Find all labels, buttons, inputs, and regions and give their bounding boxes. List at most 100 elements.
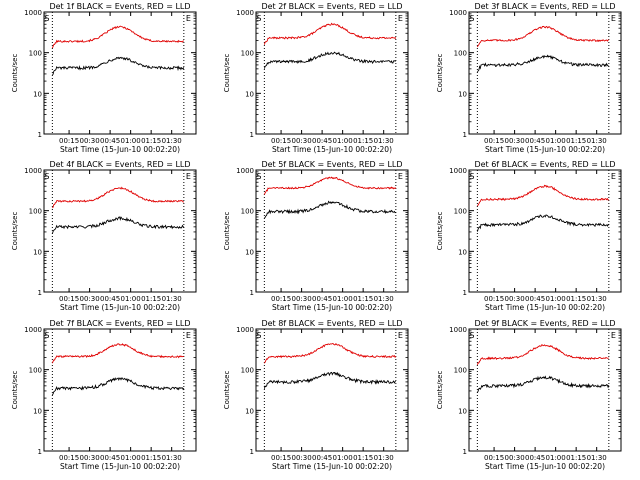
lld-series-line	[476, 344, 609, 366]
lld-series-line	[263, 22, 397, 45]
y-axis-label: Counts/sec	[223, 54, 231, 93]
start-marker-label: S	[44, 331, 49, 340]
panel-title: Det 2f BLACK = Events, RED = LLD	[261, 2, 402, 11]
x-tick-label: 00:30	[292, 137, 312, 145]
panel-title: Det 7f BLACK = Events, RED = LLD	[49, 319, 190, 328]
x-tick-label: 00:30	[505, 137, 525, 145]
lld-series-line	[476, 25, 610, 48]
y-axis-label: Counts/sec	[436, 54, 444, 93]
x-axis-label: Start Time (15-Jun-10 00:02:20)	[60, 462, 180, 471]
x-tick-label: 01:15	[141, 454, 161, 462]
x-tick-label: 01:30	[587, 295, 607, 303]
x-tick-label: 01:15	[566, 454, 586, 462]
x-tick-label: 00:30	[505, 295, 525, 303]
detector-panel: Det 3f BLACK = Events, RED = LLD 1 10 100 10…	[436, 2, 622, 154]
end-marker-label: E	[186, 14, 191, 23]
x-tick-label: 00:30	[80, 137, 100, 145]
x-tick-label: 01:15	[566, 137, 586, 145]
events-series-line	[263, 51, 397, 69]
end-marker-label: E	[398, 331, 403, 340]
start-marker-label: S	[256, 172, 261, 181]
end-marker-label: E	[611, 172, 616, 181]
y-tick-label: 1000	[24, 167, 42, 175]
start-marker-label: S	[469, 14, 474, 23]
x-tick-label: 01:15	[353, 454, 373, 462]
events-series-line	[264, 200, 397, 219]
x-tick-label: 01:00	[121, 295, 141, 303]
x-tick-label: 00:45	[100, 137, 120, 145]
x-tick-label: 01:00	[121, 454, 141, 462]
events-series-line	[52, 56, 185, 76]
panel-title: Det 6f BLACK = Events, RED = LLD	[474, 160, 615, 169]
y-tick-label: 100	[29, 50, 42, 58]
x-tick-label: 00:45	[100, 295, 120, 303]
end-marker-label: E	[186, 331, 191, 340]
y-tick-label: 10	[245, 90, 254, 98]
y-tick-label: 100	[29, 367, 42, 375]
x-tick-label: 01:30	[374, 137, 394, 145]
x-tick-label: 01:30	[162, 454, 182, 462]
x-tick-label: 00:30	[292, 295, 312, 303]
plot-frame	[43, 169, 197, 293]
y-tick-label: 100	[241, 208, 254, 216]
start-marker-label: S	[256, 14, 261, 23]
plot-frame	[43, 328, 197, 452]
lld-series-line	[52, 186, 184, 209]
y-tick-label: 100	[454, 50, 467, 58]
x-tick-label: 01:00	[546, 295, 566, 303]
detector-panel: Det 6f BLACK = Events, RED = LLD 1 10 100 10…	[436, 160, 622, 312]
y-tick-label: 1000	[236, 9, 254, 17]
detector-panel: Det 7f BLACK = Events, RED = LLD 1 10 100 10…	[11, 319, 197, 471]
y-tick-label: 10	[33, 248, 42, 256]
x-tick-label: 01:00	[333, 295, 353, 303]
y-tick-label: 1	[250, 131, 254, 139]
x-axis-label: Start Time (15-Jun-10 00:02:20)	[60, 303, 180, 312]
y-tick-label: 100	[241, 367, 254, 375]
y-tick-label: 1000	[449, 9, 467, 17]
x-tick-label: 00:15	[484, 295, 504, 303]
y-axis-label: Counts/sec	[223, 212, 231, 251]
x-axis-label: Start Time (15-Jun-10 00:02:20)	[485, 145, 605, 154]
x-tick-label: 00:45	[312, 295, 332, 303]
x-tick-label: 00:15	[59, 137, 79, 145]
y-tick-label: 1000	[236, 326, 254, 334]
x-tick-label: 00:15	[484, 137, 504, 145]
plot-frame	[468, 169, 622, 293]
x-tick-label: 01:30	[587, 454, 607, 462]
y-tick-label: 10	[33, 90, 42, 98]
detector-panel: Det 4f BLACK = Events, RED = LLD 1 10 100 10…	[11, 160, 197, 312]
x-tick-label: 00:30	[80, 295, 100, 303]
y-tick-label: 100	[241, 50, 254, 58]
y-tick-label: 10	[33, 407, 42, 415]
end-marker-label: E	[186, 172, 191, 181]
y-axis-label: Counts/sec	[11, 371, 19, 410]
x-tick-label: 00:15	[271, 137, 291, 145]
y-axis-label: Counts/sec	[436, 212, 444, 251]
start-marker-label: S	[44, 172, 49, 181]
x-tick-label: 01:15	[353, 295, 373, 303]
start-marker-label: S	[469, 172, 474, 181]
x-tick-label: 00:45	[100, 454, 120, 462]
events-series-line	[477, 54, 610, 73]
end-marker-label: E	[611, 14, 616, 23]
end-marker-label: E	[398, 14, 403, 23]
y-tick-label: 1	[38, 448, 42, 456]
plot-frame	[468, 11, 622, 135]
x-tick-label: 01:15	[141, 295, 161, 303]
x-tick-label: 00:45	[525, 137, 545, 145]
lld-series-line	[477, 184, 610, 207]
events-series-line	[476, 214, 610, 232]
y-tick-label: 1000	[24, 326, 42, 334]
plot-frame	[255, 328, 409, 452]
detector-panel: Det 9f BLACK = Events, RED = LLD 1 10 100 10…	[436, 319, 622, 471]
x-axis-label: Start Time (15-Jun-10 00:02:20)	[272, 145, 392, 154]
events-series-line	[51, 216, 185, 234]
panel-title: Det 1f BLACK = Events, RED = LLD	[49, 2, 190, 11]
detector-panel: Det 1f BLACK = Events, RED = LLD 1 10 100 10…	[11, 2, 197, 154]
x-tick-label: 01:30	[374, 454, 394, 462]
detector-panel: Det 2f BLACK = Events, RED = LLD 1 10 100 10…	[223, 2, 409, 154]
lld-series-line	[51, 25, 184, 49]
x-tick-label: 00:15	[59, 295, 79, 303]
y-tick-label: 1	[463, 289, 467, 297]
